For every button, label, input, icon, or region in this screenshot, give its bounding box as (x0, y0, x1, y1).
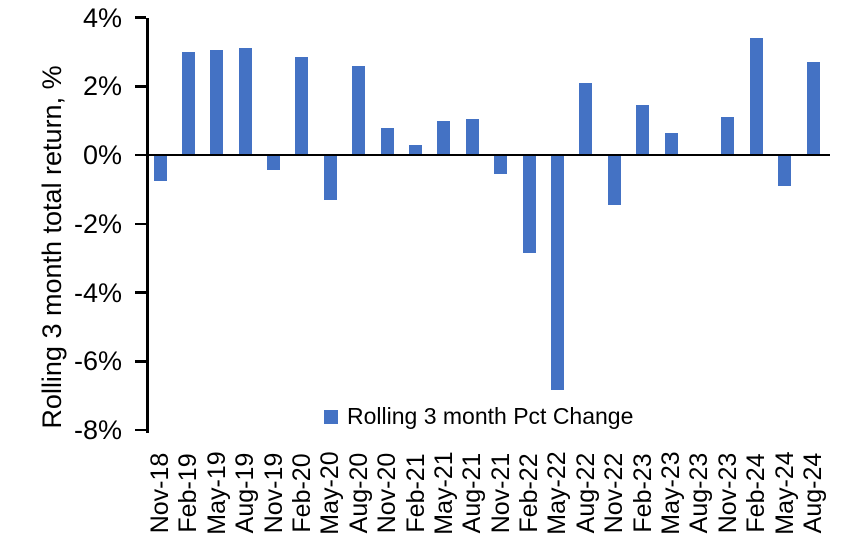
x-axis-label: Feb-21 (401, 453, 430, 533)
x-axis-label: Nov-22 (600, 452, 629, 534)
y-tick-mark (135, 153, 146, 157)
bar (465, 118, 479, 155)
x-axis-label: May-24 (770, 451, 799, 535)
bar (778, 155, 792, 186)
bar (210, 50, 224, 155)
x-axis-label: May-21 (429, 451, 458, 535)
bar (494, 155, 508, 174)
bar (721, 117, 735, 155)
y-tick-label: -8% (73, 415, 122, 445)
x-axis-label: Aug-24 (799, 452, 827, 534)
bar (153, 155, 167, 181)
y-tick-label: -6% (73, 346, 122, 377)
bar (295, 57, 309, 155)
bar (664, 132, 678, 155)
bar (550, 155, 564, 391)
x-axis-label: Nov-18 (146, 452, 174, 534)
x-axis-label: Feb-24 (742, 453, 771, 533)
legend: Rolling 3 month Pct Change (324, 403, 633, 430)
x-axis-label: Aug-20 (344, 452, 373, 534)
x-axis-label: May-19 (202, 451, 231, 535)
bar (437, 120, 451, 155)
y-axis-line (146, 17, 149, 433)
x-axis-label: Nov-19 (259, 452, 288, 534)
x-axis-label: Nov-21 (486, 452, 515, 534)
x-axis-label: Aug-22 (571, 452, 600, 534)
x-axis-label: Aug-23 (685, 452, 714, 534)
bar (749, 38, 763, 155)
bar (607, 155, 621, 205)
y-tick-mark (135, 85, 146, 88)
bar (352, 65, 366, 155)
bar (323, 155, 337, 200)
x-axis-label: Aug-21 (458, 452, 487, 534)
y-tick-mark (135, 428, 146, 432)
y-tick-label: 0% (82, 140, 122, 170)
x-axis-label: Feb-22 (515, 453, 544, 533)
x-axis-label: Nov-23 (713, 452, 742, 534)
x-axis-zero-line (146, 153, 830, 157)
y-tick-mark (135, 16, 146, 19)
y-tick-mark (135, 291, 146, 294)
y-tick-label: 2% (82, 71, 122, 102)
y-tick-label: -4% (73, 277, 122, 308)
x-axis-label: Aug-19 (231, 452, 260, 534)
legend-swatch (324, 409, 338, 424)
bar (267, 155, 281, 171)
bar (238, 48, 252, 155)
x-axis-label: Feb-23 (628, 453, 657, 533)
legend-label: Rolling 3 month Pct Change (347, 403, 634, 429)
x-axis-label: May-23 (657, 451, 686, 535)
bar (380, 127, 394, 155)
x-axis-label: May-22 (543, 451, 572, 535)
x-axis-label: Feb-20 (287, 453, 316, 533)
x-axis-label: Nov-20 (373, 452, 402, 534)
x-axis-label: May-20 (316, 451, 345, 535)
bar (181, 51, 195, 155)
bar (636, 105, 650, 155)
y-tick-label: -2% (73, 208, 122, 239)
bar (806, 62, 820, 155)
y-tick-mark (135, 222, 146, 225)
y-tick-label: 4% (82, 2, 122, 33)
bar (579, 82, 593, 155)
y-tick-mark (135, 360, 146, 363)
bar (522, 155, 536, 253)
x-axis-label: Feb-19 (174, 453, 203, 533)
bar (409, 144, 423, 155)
